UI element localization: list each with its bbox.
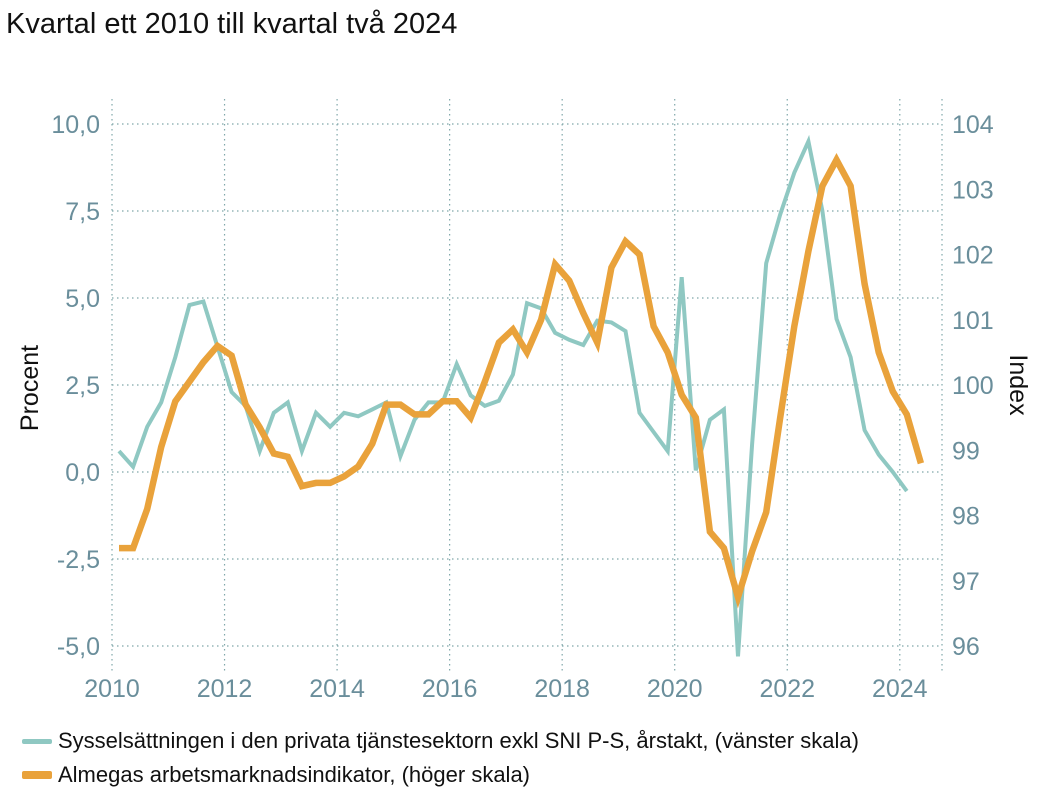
x-tick-label: 2020 bbox=[647, 675, 703, 703]
legend-swatch-almega bbox=[22, 771, 52, 779]
legend-swatch-employment bbox=[22, 738, 52, 744]
y-axis-label-right: Index bbox=[1004, 354, 1032, 416]
y-tick-label-right: 97 bbox=[952, 568, 980, 596]
y-tick-label-right: 104 bbox=[952, 111, 994, 139]
y-tick-label-left: 7,5 bbox=[65, 198, 100, 226]
y-axis-label-left: Procent bbox=[16, 345, 44, 431]
y-tick-label-left: 10,0 bbox=[51, 111, 100, 139]
y-tick-label-right: 101 bbox=[952, 307, 994, 335]
x-tick-label: 2022 bbox=[759, 675, 815, 703]
x-tick-label: 2024 bbox=[872, 675, 928, 703]
series-line-almega bbox=[119, 153, 925, 609]
legend: Sysselsättningen i den privata tjänstese… bbox=[22, 724, 859, 792]
legend-label-almega: Almegas arbetsmarknadsindikator, (höger … bbox=[58, 762, 531, 787]
y-tick-label-left: 5,0 bbox=[65, 285, 100, 313]
x-tick-label: 2014 bbox=[309, 675, 365, 703]
series-line-employment bbox=[117, 134, 909, 657]
y-tick-label-right: 100 bbox=[952, 372, 994, 400]
series-lines bbox=[117, 134, 925, 657]
line-chart: -5,0 -2,5 0,0 2,5 5,0 7,5 10,0 2010 2012 2014 2016… bbox=[16, 99, 1032, 703]
y-tick-label-right: 96 bbox=[952, 633, 980, 661]
legend-label-employment: Sysselsättningen i den privata tjänstese… bbox=[58, 728, 859, 753]
legend-item-almega: Almegas arbetsmarknadsindikator, (höger … bbox=[22, 758, 859, 792]
y-tick-label-left: 0,0 bbox=[65, 459, 100, 487]
axis-ticks: -5,0 -2,5 0,0 2,5 5,0 7,5 10,0 2010 2012 2014 2016… bbox=[51, 111, 993, 703]
y-tick-label-right: 103 bbox=[952, 176, 994, 204]
y-tick-label-left: 2,5 bbox=[65, 372, 100, 400]
y-tick-label-left: -5,0 bbox=[57, 633, 100, 661]
y-tick-label-right: 98 bbox=[952, 503, 980, 531]
x-tick-label: 2012 bbox=[197, 675, 253, 703]
x-tick-label: 2010 bbox=[84, 675, 140, 703]
x-tick-label: 2016 bbox=[422, 675, 478, 703]
y-tick-label-left: -2,5 bbox=[57, 546, 100, 574]
y-tick-label-right: 99 bbox=[952, 437, 980, 465]
legend-item-employment: Sysselsättningen i den privata tjänstese… bbox=[22, 724, 859, 758]
y-tick-label-right: 102 bbox=[952, 242, 994, 270]
chart-title: Kvartal ett 2010 till kvartal två 2024 bbox=[6, 8, 458, 40]
x-tick-label: 2018 bbox=[534, 675, 590, 703]
